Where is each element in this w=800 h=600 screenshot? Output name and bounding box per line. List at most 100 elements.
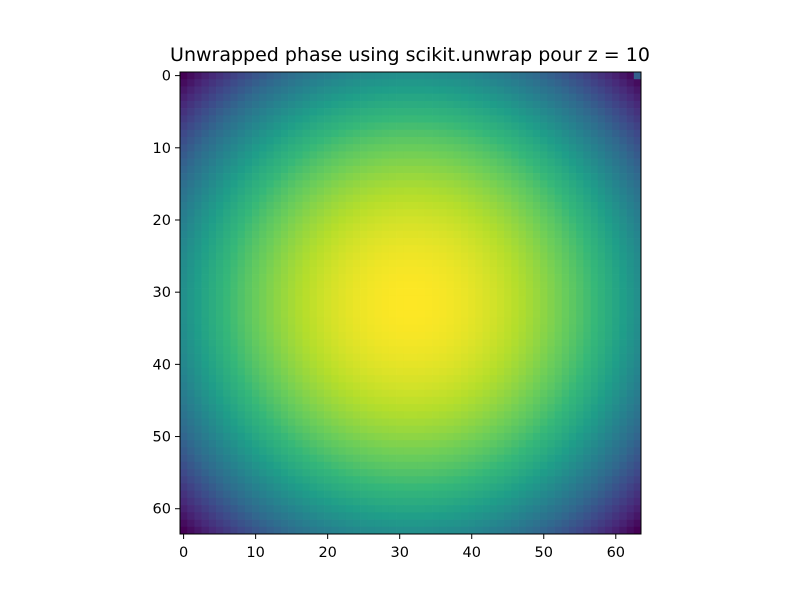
heatmap-cell [223,158,231,167]
heatmap-cell [626,310,635,318]
heatmap-cell [180,497,188,506]
heatmap-cell [396,339,404,347]
heatmap-cell [309,295,318,304]
heatmap-cell [187,526,195,535]
heatmap-cell [475,122,483,131]
heatmap-cell [295,288,303,297]
heatmap-cell [525,201,534,210]
heatmap-cell [424,360,433,369]
heatmap-cell [576,72,584,80]
heatmap-cell [583,216,591,224]
heatmap-cell [252,93,260,102]
heatmap-cell [453,317,462,326]
heatmap-cell [331,310,339,318]
heatmap-cell [259,339,267,347]
heatmap-cell [216,252,224,261]
heatmap-cell [475,180,483,188]
heatmap-cell [482,497,491,506]
heatmap-cell [367,440,375,448]
heatmap-cell [612,447,620,455]
heatmap-cell [504,259,512,268]
heatmap-cell [331,469,339,477]
heatmap-cell [223,447,231,455]
heatmap-cell [475,93,483,102]
heatmap-cell [252,230,260,239]
heatmap-cell [324,360,332,369]
heatmap-cell [525,317,534,326]
heatmap-cell [309,223,318,232]
heatmap-cell [626,505,635,513]
heatmap-cell [410,288,419,297]
heatmap-cell [381,187,390,196]
heatmap-cell [338,252,347,261]
heatmap-cell [295,72,303,80]
heatmap-cell [475,317,483,326]
heatmap-cell [237,158,246,167]
heatmap-cell [237,122,246,131]
heatmap-cell [583,324,591,333]
heatmap-cell [439,483,447,492]
heatmap-cell [194,440,202,448]
heatmap-cell [403,93,411,102]
heatmap-cell [288,526,296,535]
heatmap-cell [590,209,599,217]
heatmap-cell [532,108,541,116]
heatmap-cell [316,396,325,405]
heatmap-cell [597,100,606,109]
heatmap-cell [381,447,390,455]
heatmap-cell [511,266,519,275]
heatmap-cell [612,129,620,138]
heatmap-cell [288,100,296,109]
heatmap-cell [331,136,339,145]
heatmap-cell [388,425,397,434]
heatmap-cell [352,108,361,116]
heatmap-cell [244,129,253,138]
heatmap-cell [432,79,440,87]
heatmap-cell [230,331,238,340]
heatmap-cell [201,158,210,167]
heatmap-cell [511,180,519,188]
heatmap-cell [626,353,635,362]
heatmap-cell [576,100,584,109]
heatmap-cell [237,339,246,347]
heatmap-cell [252,317,260,326]
heatmap-cell [403,259,411,268]
heatmap-cell [403,310,411,318]
heatmap-cell [187,324,195,333]
heatmap-cell [410,252,419,261]
heatmap-cell [266,519,274,528]
heatmap-cell [331,346,339,354]
heatmap-cell [590,461,599,470]
heatmap-cell [201,317,210,326]
heatmap-cell [360,346,368,354]
heatmap-cell [374,375,383,383]
heatmap-cell [633,136,642,145]
heatmap-cell [468,512,476,520]
heatmap-cell [547,310,555,318]
heatmap-cell [316,519,325,528]
heatmap-cell [547,382,555,390]
heatmap-cell [352,375,361,383]
heatmap-cell [288,129,296,138]
heatmap-cell [309,483,318,492]
heatmap-cell [252,115,260,123]
heatmap-cell [482,303,491,311]
heatmap-cell [360,353,368,362]
heatmap-cell [597,331,606,340]
heatmap-cell [396,303,404,311]
heatmap-cell [331,404,339,412]
heatmap-cell [252,144,260,152]
heatmap-cell [410,122,419,131]
heatmap-cell [583,440,591,448]
heatmap-cell [223,367,231,376]
heatmap-cell [432,461,440,470]
heatmap-cell [504,425,512,434]
heatmap-cell [208,411,217,419]
heatmap-cell [194,180,202,188]
heatmap-cell [208,476,217,484]
heatmap-cell [331,252,339,261]
heatmap-cell [216,288,224,297]
heatmap-cell [396,389,404,398]
heatmap-cell [302,288,311,297]
heatmap-cell [619,310,627,318]
